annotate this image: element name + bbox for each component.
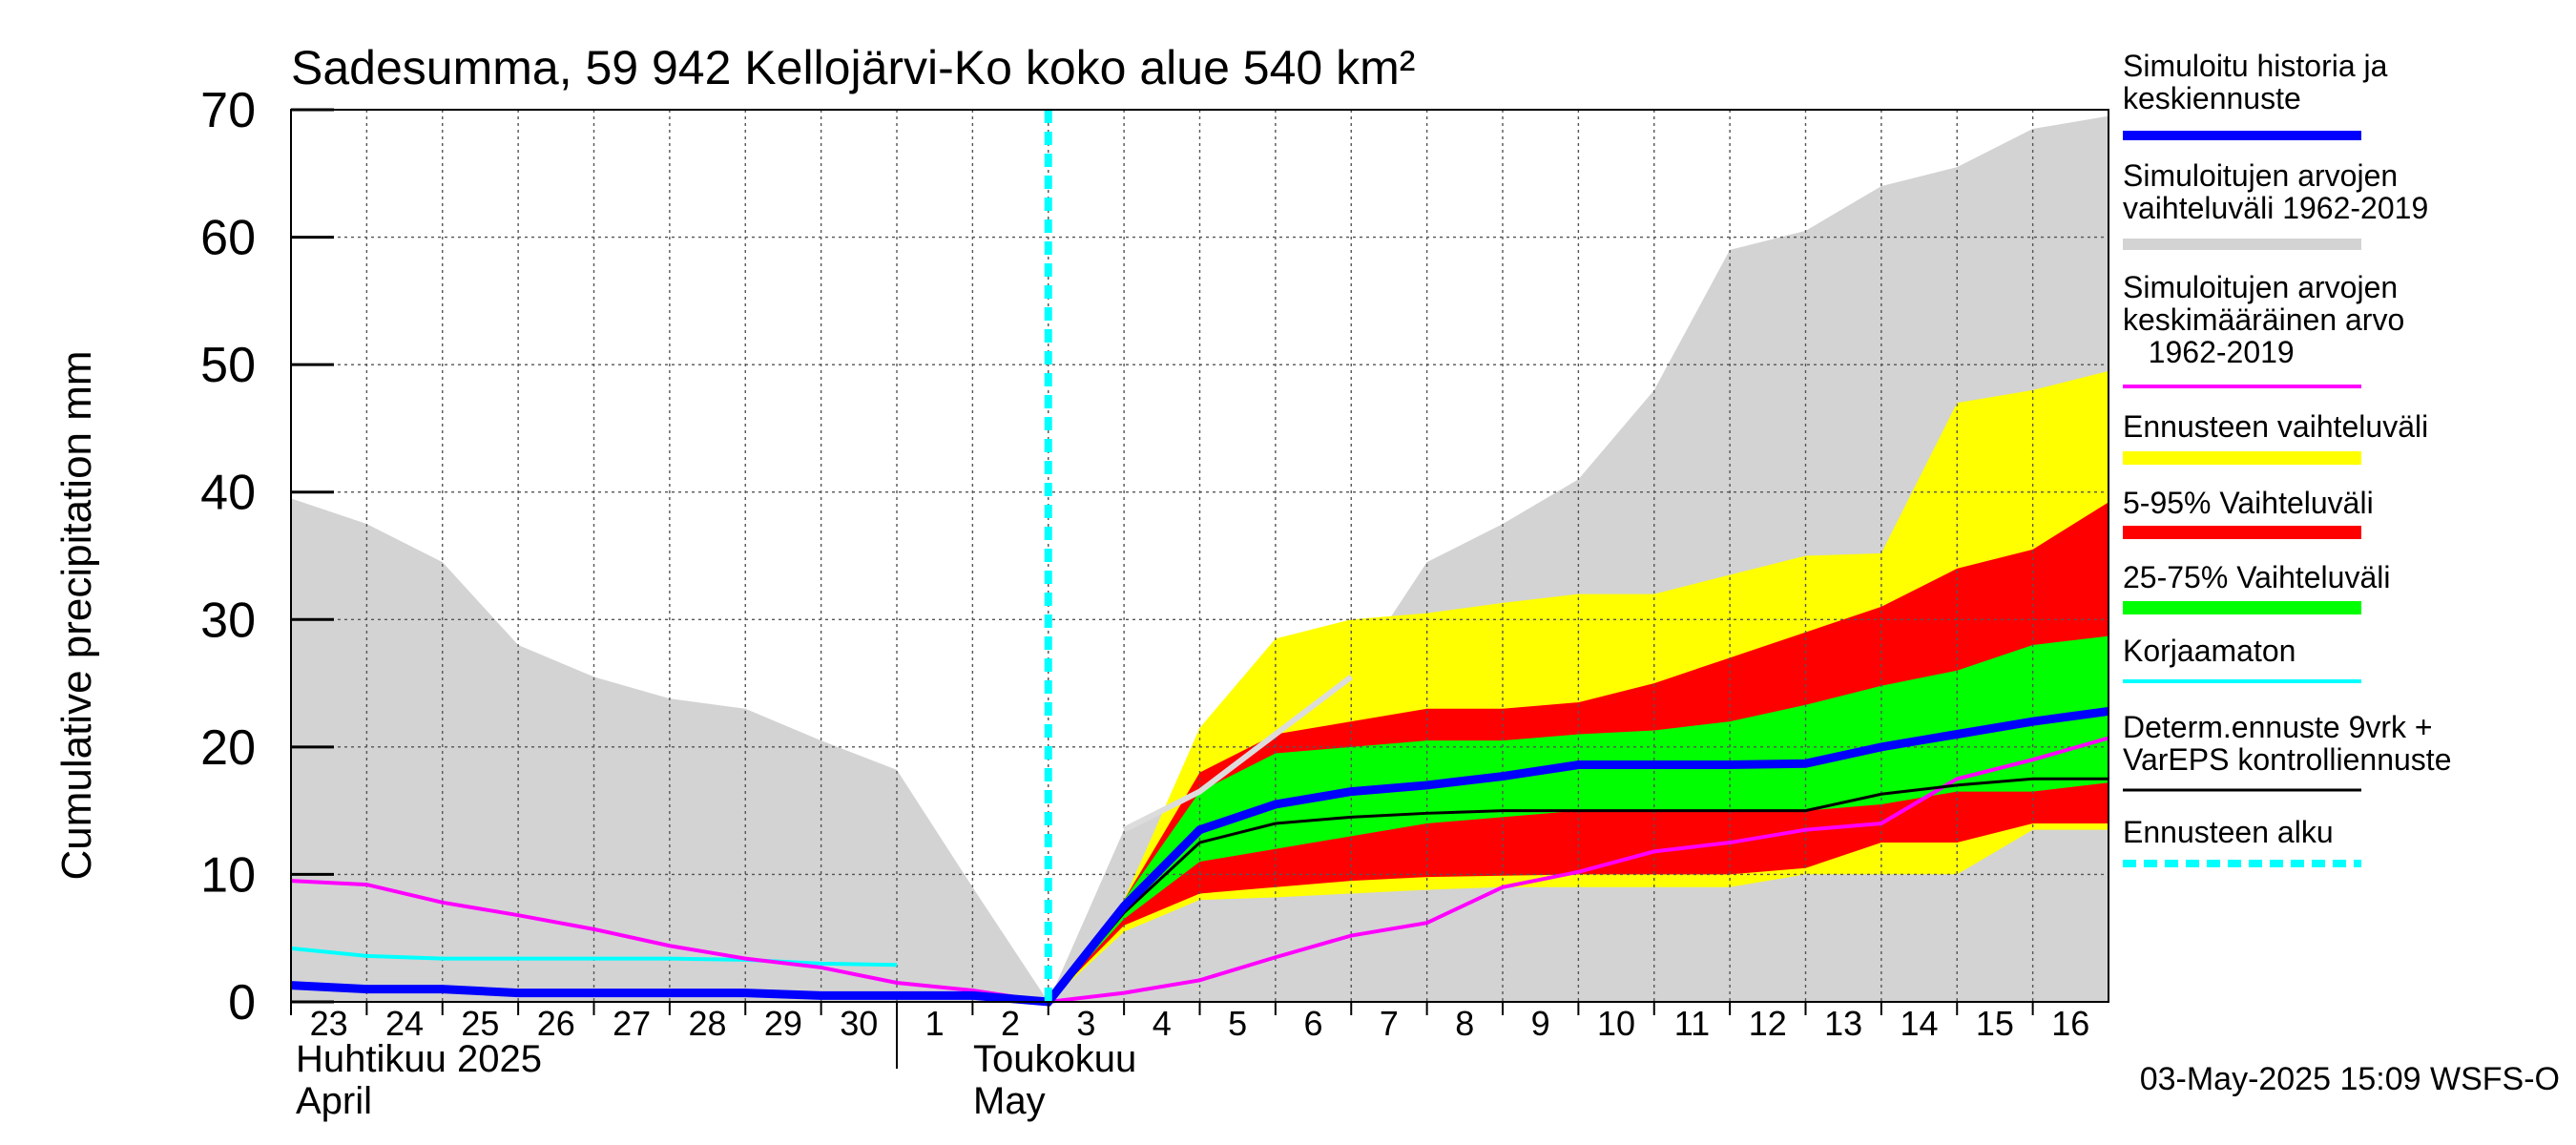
legend-label-ens-range: Ennusteen vaihteluväli [2123,409,2428,444]
x-tick-label: 11 [1674,1004,1710,1043]
y-tick-label: 60 [200,211,256,266]
x-tick-label: 4 [1153,1004,1172,1043]
x-tick-label: 13 [1824,1004,1862,1043]
legend-label-sim-hist: Simuloitu historia ja keskiennuste [2123,49,2388,115]
x-tick-label: 27 [613,1004,651,1043]
uncorrected-line [290,946,898,968]
y-axis-label: Cumulative precipitation mm [53,350,100,880]
x-tick-label: 10 [1597,1004,1635,1043]
y-tick-label: 70 [200,83,256,138]
chart-legend: Simuloitu historia ja keskiennuste Simuloi… [2123,49,2451,867]
mean-line [290,736,2109,1005]
determ-line [1047,777,2109,1003]
sim-hist-grey-line [1122,675,1354,833]
x-tick-label: 3 [1076,1004,1095,1043]
legend-label-p25-75: 25-75% Vaihteluväli [2123,560,2390,594]
x-tick-label: 16 [2051,1004,2089,1043]
x-tick-label: 29 [764,1004,802,1043]
x-tick-label: 1 [925,1004,945,1043]
month-label-may-fi: Toukokuu [973,1038,1136,1080]
x-tick-label: 30 [840,1004,878,1043]
x-tick-label: 28 [689,1004,727,1043]
p25-75-band [1048,635,2109,1002]
y-tick-label: 40 [200,466,256,521]
x-tick-label: 24 [385,1004,424,1043]
legend-label-sim-range: Simuloitujen arvojen vaihteluväli 1962-20… [2123,158,2428,225]
legend-label-forecast-start: Ennusteen alku [2123,815,2334,849]
x-tick-label: 23 [310,1004,348,1043]
x-tick-label: 2 [1001,1004,1020,1043]
legend-label-determ: Determ.ennuste 9vrk + VarEPS kontrollienn… [2123,710,2451,777]
x-tick-label: 12 [1749,1004,1787,1043]
x-tick-label: 5 [1228,1004,1247,1043]
legend-label-uncorrected: Korjaamaton [2123,634,2296,668]
legend-label-p5-95: 5-95% Vaihteluväli [2123,486,2374,520]
x-tick-label: 26 [537,1004,575,1043]
chart-lines [290,110,2109,1007]
sim-hist-line [290,706,2109,1007]
legend-label-mean: Simuloitujen arvojen keskimääräinen arvo … [2123,270,2404,369]
x-tick-label: 8 [1455,1004,1474,1043]
y-tick-label: 0 [228,975,256,1030]
x-tick-label: 15 [1976,1004,2014,1043]
x-tick-label: 6 [1304,1004,1323,1043]
x-tick-label: 9 [1531,1004,1550,1043]
x-tick-label: 7 [1380,1004,1399,1043]
x-tick-label: 25 [461,1004,499,1043]
month-label-april-en: April [296,1080,372,1122]
x-tick-label: 14 [1901,1004,1939,1043]
y-tick-label: 30 [200,593,256,648]
y-tick-label: 50 [200,338,256,393]
y-tick-label: 10 [200,847,256,903]
y-tick-label: 20 [200,720,256,776]
month-label-april-fi: Huhtikuu 2025 [296,1038,542,1080]
timestamp: 03-May-2025 15:09 WSFS-O [2140,1061,2560,1097]
month-label-may-en: May [973,1080,1046,1122]
chart-title: Sadesumma, 59 942 Kellojärvi-Ko koko alu… [291,41,1415,94]
